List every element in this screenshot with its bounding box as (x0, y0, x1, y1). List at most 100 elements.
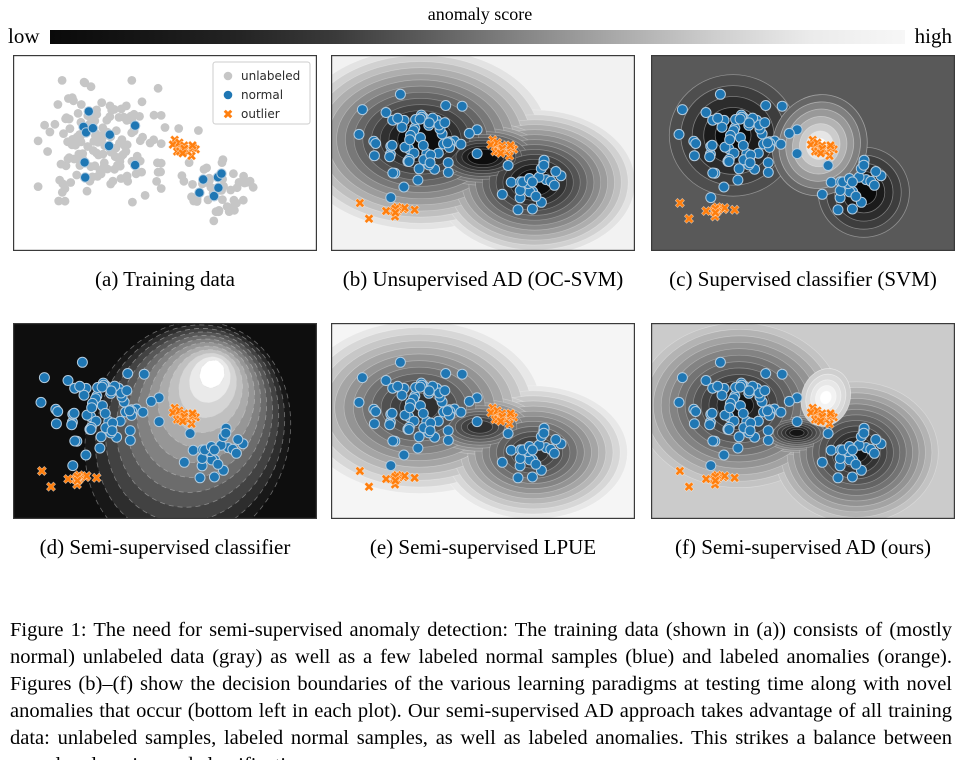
colorbar: anomaly score low high (0, 0, 960, 47)
novel_outlier_extras-point (683, 481, 695, 492)
panel-d-plot (13, 323, 317, 519)
normal_big-point (79, 157, 90, 168)
test_normal_big-point (122, 368, 134, 379)
unlabeled_small-point (206, 183, 216, 192)
unlabeled_big-point (67, 140, 77, 150)
test_normal_extras-point (548, 447, 560, 459)
test_normal_small-point (208, 444, 220, 456)
novel_outlier_extras-point (354, 197, 365, 209)
test_normal_big-point (673, 396, 685, 408)
test_normal_big-point (35, 396, 47, 408)
unlabeled_big-point (98, 149, 108, 159)
panel-border (651, 55, 955, 251)
unlabeled_big-point (33, 182, 43, 191)
test_normal_big-point (398, 449, 410, 461)
test_normal_small-point (858, 159, 870, 171)
test_normal_big-point (688, 150, 700, 162)
unlabeled_small-point (188, 180, 197, 189)
unlabeled_small-point (211, 207, 221, 217)
panel-b-plot (331, 55, 635, 251)
test_normal_big-point (412, 442, 424, 454)
test_normal_big-point (442, 434, 454, 446)
unlabeled_small-point (229, 169, 238, 179)
unlabeled_small-point (217, 158, 227, 167)
test_normal_big-point (714, 88, 726, 100)
normal_big-point (129, 120, 141, 131)
test_normal_big-point (368, 150, 380, 162)
test_normal_big-point (85, 424, 97, 435)
test_normal_small-point (178, 456, 190, 468)
unlabeled_big-point (122, 171, 132, 181)
test_normal_small-point (846, 444, 858, 456)
unlabeled_big-point (65, 124, 75, 133)
test_normal_big-point (394, 356, 406, 368)
test_normal_extras-point (194, 472, 206, 484)
test_normal_extras-point (783, 395, 795, 407)
test_normal_big-point (424, 425, 436, 437)
normal_small-point (213, 182, 224, 194)
test_normal_big-point (417, 139, 429, 151)
normal_small-point (194, 187, 205, 198)
unlabeled_big-point (40, 120, 49, 130)
contour-band (199, 359, 225, 389)
test_normal_small-point (220, 427, 232, 439)
test_normal_big-point (413, 163, 425, 175)
test_normal_small-point (846, 176, 858, 188)
unlabeled_big-point (127, 76, 137, 85)
normal_small-point (208, 190, 220, 202)
test_normal_big-point (440, 368, 452, 379)
outlier_train-point (505, 140, 516, 151)
unlabeled_small-point (238, 195, 248, 205)
unlabeled_big-point (128, 197, 137, 207)
panel-grid: unlabeled normal outlier (a) Training data… (0, 55, 960, 591)
test_normal_extras-point (783, 127, 795, 139)
novel_outlier_extras-point (363, 213, 375, 224)
unlabeled_big-point (62, 113, 71, 123)
test_normal_big-point (733, 163, 745, 175)
test_normal_big-point (762, 166, 774, 178)
unlabeled_big-point (156, 139, 166, 148)
test_normal_small-point (526, 203, 538, 215)
test_normal_small-point (870, 434, 882, 445)
test_normal_big-point (121, 385, 133, 397)
outlier_train-point (495, 416, 506, 427)
legend-box (212, 61, 311, 125)
test_normal_big-point (707, 167, 719, 179)
novel_outlier_extras-point (45, 481, 57, 492)
test_normal_small-point (846, 203, 858, 215)
unlabeled_big-point (43, 147, 52, 156)
unlabeled_big-point (156, 167, 166, 177)
panel-border (651, 323, 955, 519)
test_normal_big-point (385, 192, 397, 204)
unlabeled_big-point (76, 100, 86, 109)
test_normal_small-point (850, 458, 862, 470)
test_normal_small-point (496, 456, 508, 468)
test_normal_big-point (137, 406, 149, 418)
test_normal_big-point (737, 139, 749, 151)
unlabeled_small-point (202, 163, 212, 173)
contour-band (819, 390, 832, 405)
test_normal_big-point (688, 418, 700, 430)
panel-f-plot (651, 323, 955, 519)
test_normal_extras-point (463, 395, 475, 407)
test_normal_big-point (705, 460, 717, 472)
panel-e: (e) Semi-supervised LPUE (328, 323, 638, 591)
test_normal_big-point (353, 396, 365, 408)
test_normal_small-point (526, 176, 538, 188)
test_normal_big-point (50, 418, 62, 430)
test_normal_big-point (706, 407, 718, 419)
novel_outlier_extras-point (363, 481, 375, 492)
test_normal_extras-point (868, 179, 880, 191)
normal_big-point (103, 140, 115, 152)
test_normal_big-point (439, 385, 451, 397)
test_normal_small-point (816, 456, 828, 468)
test_normal_big-point (743, 117, 755, 129)
unlabeled_big-point (119, 140, 129, 150)
unlabeled_small-point (179, 176, 189, 186)
normal_big-point (129, 159, 141, 171)
test_normal_small-point (502, 160, 514, 171)
colorbar-title: anomaly score (427, 4, 533, 24)
test_normal_big-point (707, 435, 719, 447)
test_normal_big-point (398, 181, 410, 193)
test_normal_big-point (705, 192, 717, 204)
